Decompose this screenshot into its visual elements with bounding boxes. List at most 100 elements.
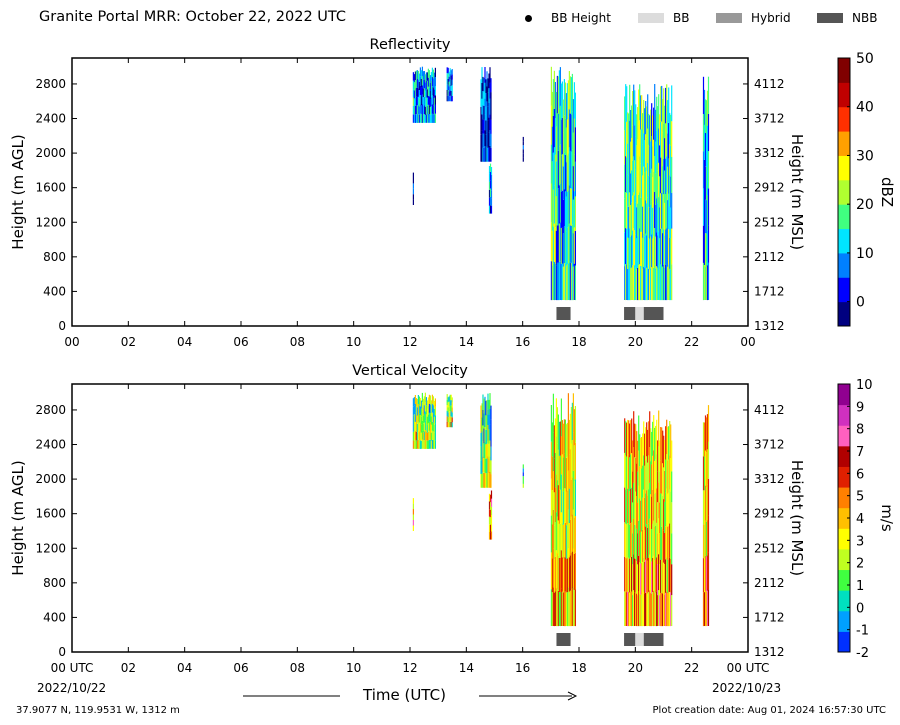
- echo-strand: [428, 87, 430, 97]
- echo-strand: [485, 458, 487, 474]
- echo-strand: [480, 120, 482, 135]
- echo-strand: [571, 514, 573, 552]
- echo-strand: [553, 425, 555, 459]
- colorbar-tick-label: 4: [856, 512, 864, 527]
- echo-strand: [486, 458, 488, 474]
- echo-strand: [561, 263, 563, 300]
- echo-strand: [485, 473, 487, 488]
- echo-strand: [671, 595, 673, 626]
- colorbar-segment: [838, 82, 850, 108]
- echo-strand: [634, 457, 636, 492]
- echo-strand: [451, 85, 453, 91]
- echo-strand: [658, 94, 660, 129]
- echo-strand: [671, 502, 673, 534]
- echo-strand: [627, 112, 629, 144]
- legend-nbb-swatch: [817, 13, 843, 23]
- echo-strand: [487, 456, 489, 473]
- y-tick-label: 400: [43, 610, 66, 624]
- echo-strand: [434, 432, 436, 441]
- x-tick-label: 18: [571, 335, 586, 349]
- echo-strand: [569, 449, 571, 485]
- echo-strand: [664, 235, 666, 268]
- echo-strand: [628, 269, 630, 301]
- echo-strand: [627, 268, 629, 301]
- echo-strand: [413, 431, 415, 441]
- echo-strand: [630, 110, 632, 142]
- echo-strand: [627, 237, 629, 269]
- x-tick-label: 04: [177, 335, 192, 349]
- echo-strand: [644, 465, 646, 498]
- echo-strand: [655, 526, 657, 560]
- echo-strand: [656, 591, 658, 627]
- echo-strand: [633, 590, 635, 627]
- echo-strand: [670, 458, 672, 492]
- echo-strand: [481, 146, 483, 162]
- echo-strand: [487, 92, 489, 107]
- echo-strand: [413, 405, 415, 415]
- echo-strand: [522, 476, 524, 480]
- echo-strand: [671, 157, 673, 193]
- echo-strand: [421, 411, 423, 421]
- y2-tick-label: 2912: [754, 507, 785, 521]
- echo-strand: [432, 413, 434, 423]
- y2-tick-label: 1312: [754, 319, 785, 333]
- echo-strand: [553, 147, 555, 186]
- echo-strand: [482, 76, 484, 91]
- echo-strand: [412, 72, 414, 81]
- echo-strand: [631, 267, 633, 300]
- echo-strand: [658, 482, 660, 519]
- echo-strand: [656, 198, 658, 233]
- echo-strand: [566, 119, 568, 156]
- echo-strand: [416, 87, 418, 97]
- echo-strand: [448, 71, 450, 77]
- echo-strand: [487, 393, 489, 410]
- echo-strand: [413, 74, 415, 83]
- echo-strand: [629, 423, 631, 458]
- echo-strand: [628, 175, 630, 207]
- echo-strand: [661, 121, 663, 158]
- echo-strand: [432, 114, 434, 123]
- x-tick-label: 22: [684, 335, 699, 349]
- echo-strand: [480, 419, 482, 433]
- echo-strand: [480, 405, 482, 420]
- echo-strand: [422, 105, 424, 115]
- echo-strand: [669, 557, 671, 592]
- echo-strand: [707, 589, 710, 626]
- echo-strand: [564, 155, 566, 192]
- echo-strand: [628, 488, 630, 524]
- echo-strand: [626, 558, 628, 593]
- colorbar-tick-label: -2: [856, 646, 869, 661]
- echo-strand: [650, 560, 652, 594]
- echo-strand: [653, 171, 655, 204]
- page-title: Granite Portal MRR: October 22, 2022 UTC: [39, 9, 347, 25]
- echo-strand: [551, 126, 553, 162]
- echo-strand: [624, 487, 626, 523]
- echo-strand: [668, 459, 670, 493]
- echo-strand: [557, 188, 559, 226]
- echo-strand: [446, 78, 448, 85]
- echo-strand: [412, 514, 414, 520]
- echo-strand: [571, 551, 573, 589]
- x-tick-label: 16: [515, 335, 530, 349]
- echo-strand: [637, 171, 639, 204]
- legend-hybrid-label: Hybrid: [751, 11, 791, 25]
- echo-strand: [632, 91, 634, 126]
- echo-strand: [705, 100, 708, 134]
- echo-strand: [560, 398, 562, 437]
- echo-strand: [488, 443, 490, 459]
- echo-strand: [483, 77, 485, 92]
- echo-strand: [565, 162, 567, 197]
- echo-strand: [666, 454, 668, 489]
- echo-strand: [424, 82, 426, 91]
- echo-strand: [657, 170, 659, 203]
- echo-strand: [670, 424, 672, 458]
- echo-strand: [625, 455, 627, 490]
- echo-strand: [630, 141, 632, 174]
- echo-strand: [651, 496, 653, 529]
- colorbar-tick-label: 6: [856, 467, 864, 482]
- echo-strand: [654, 494, 656, 527]
- echo-strand: [423, 88, 425, 97]
- echo-strand: [490, 405, 492, 420]
- echo-strand: [640, 197, 642, 232]
- echo-strand: [551, 161, 553, 196]
